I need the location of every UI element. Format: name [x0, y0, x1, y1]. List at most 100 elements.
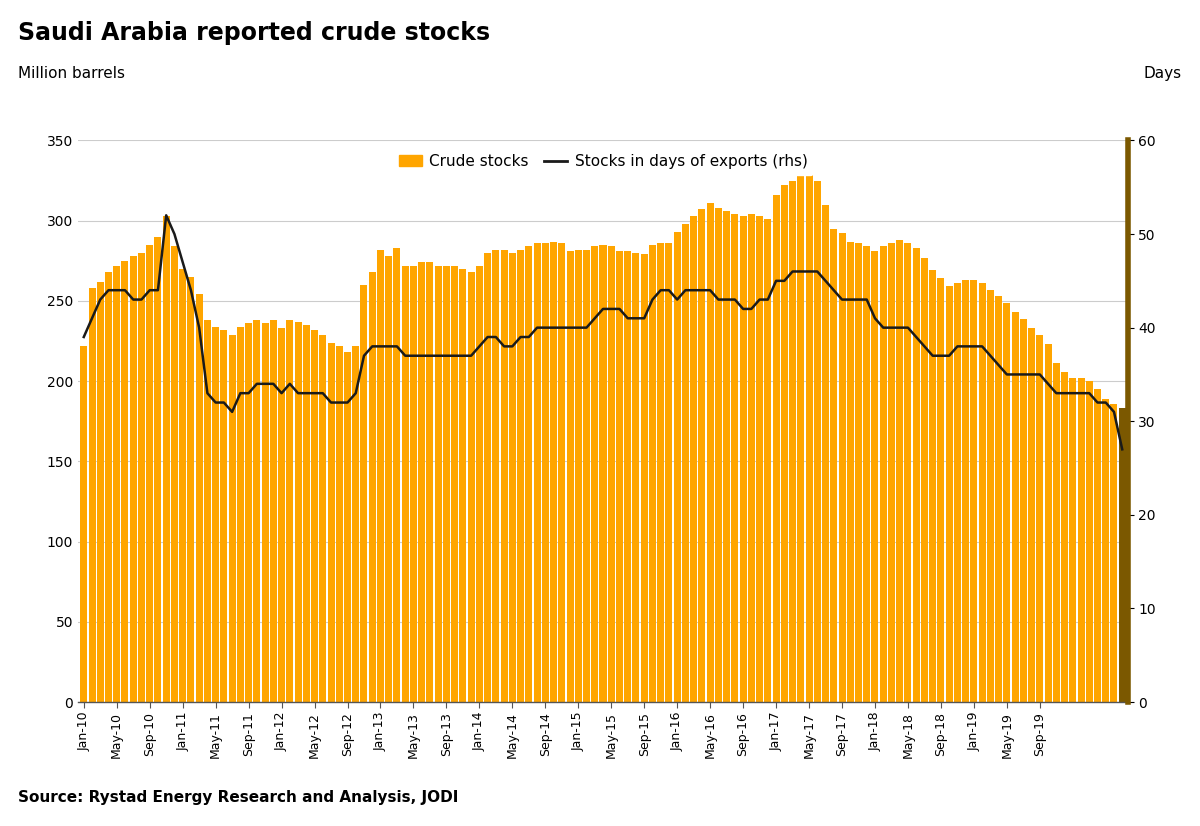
- Bar: [1078, 378, 1085, 702]
- Bar: [756, 216, 763, 702]
- Bar: [871, 251, 878, 702]
- Text: Days: Days: [1144, 66, 1182, 81]
- Bar: [221, 330, 227, 702]
- Bar: [319, 335, 326, 702]
- Bar: [434, 266, 442, 702]
- Bar: [484, 253, 491, 702]
- Bar: [236, 326, 244, 702]
- Bar: [253, 320, 260, 702]
- Legend: Crude stocks, Stocks in days of exports (rhs): Crude stocks, Stocks in days of exports …: [392, 148, 814, 175]
- Bar: [822, 205, 829, 702]
- Bar: [113, 266, 120, 702]
- Bar: [920, 258, 928, 702]
- Bar: [426, 263, 433, 702]
- Bar: [592, 246, 599, 702]
- Bar: [402, 266, 409, 702]
- Bar: [1044, 344, 1051, 702]
- Bar: [311, 330, 318, 702]
- Bar: [1069, 378, 1076, 702]
- Text: Saudi Arabia reported crude stocks: Saudi Arabia reported crude stocks: [18, 21, 490, 45]
- Bar: [558, 243, 565, 702]
- Bar: [797, 174, 804, 702]
- Bar: [739, 216, 746, 702]
- Bar: [104, 272, 112, 702]
- Bar: [707, 203, 714, 702]
- Bar: [179, 268, 186, 702]
- Bar: [888, 243, 895, 702]
- Bar: [1020, 319, 1027, 702]
- Bar: [155, 237, 162, 702]
- Bar: [790, 181, 796, 702]
- Bar: [1003, 302, 1010, 702]
- Bar: [979, 283, 985, 702]
- Bar: [1110, 404, 1117, 702]
- Bar: [468, 272, 475, 702]
- Bar: [550, 241, 557, 702]
- Bar: [476, 266, 482, 702]
- Bar: [880, 246, 887, 702]
- Bar: [962, 280, 970, 702]
- Bar: [805, 168, 812, 702]
- Bar: [418, 263, 425, 702]
- Bar: [839, 234, 846, 702]
- Bar: [170, 246, 178, 702]
- Bar: [954, 283, 961, 702]
- Bar: [724, 211, 730, 702]
- Bar: [624, 251, 631, 702]
- Text: Source: Rystad Energy Research and Analysis, JODI: Source: Rystad Energy Research and Analy…: [18, 790, 458, 805]
- Bar: [509, 253, 516, 702]
- Bar: [1094, 389, 1102, 702]
- Bar: [328, 343, 335, 702]
- Bar: [278, 328, 286, 702]
- Bar: [163, 216, 169, 702]
- Bar: [500, 249, 508, 702]
- Bar: [262, 323, 269, 702]
- Bar: [1061, 372, 1068, 702]
- Bar: [89, 288, 96, 702]
- Bar: [641, 254, 648, 702]
- Bar: [1052, 363, 1060, 702]
- Bar: [80, 346, 88, 702]
- Bar: [229, 335, 235, 702]
- Bar: [847, 241, 853, 702]
- Bar: [658, 243, 664, 702]
- Bar: [854, 243, 862, 702]
- Bar: [302, 325, 310, 702]
- Bar: [187, 277, 194, 702]
- Bar: [410, 266, 416, 702]
- Bar: [616, 251, 623, 702]
- Bar: [896, 240, 904, 702]
- Bar: [946, 287, 953, 702]
- Bar: [460, 268, 467, 702]
- Bar: [690, 216, 697, 702]
- Bar: [566, 251, 574, 702]
- Bar: [368, 272, 376, 702]
- Bar: [731, 214, 738, 702]
- Bar: [377, 249, 384, 702]
- Bar: [575, 249, 582, 702]
- Bar: [492, 249, 499, 702]
- Bar: [294, 322, 301, 702]
- Bar: [1086, 381, 1093, 702]
- Bar: [600, 244, 606, 702]
- Bar: [814, 181, 821, 702]
- Bar: [682, 224, 689, 702]
- Bar: [632, 253, 640, 702]
- Bar: [971, 280, 977, 702]
- Bar: [698, 210, 706, 702]
- Bar: [986, 290, 994, 702]
- Text: Million barrels: Million barrels: [18, 66, 125, 81]
- Bar: [204, 320, 211, 702]
- Bar: [607, 246, 614, 702]
- Bar: [138, 253, 145, 702]
- Bar: [666, 243, 672, 702]
- Bar: [1103, 399, 1109, 702]
- Bar: [336, 346, 343, 702]
- Bar: [583, 249, 590, 702]
- Bar: [443, 266, 450, 702]
- Bar: [542, 243, 548, 702]
- Bar: [863, 246, 870, 702]
- Bar: [360, 285, 367, 702]
- Bar: [245, 323, 252, 702]
- Bar: [212, 326, 220, 702]
